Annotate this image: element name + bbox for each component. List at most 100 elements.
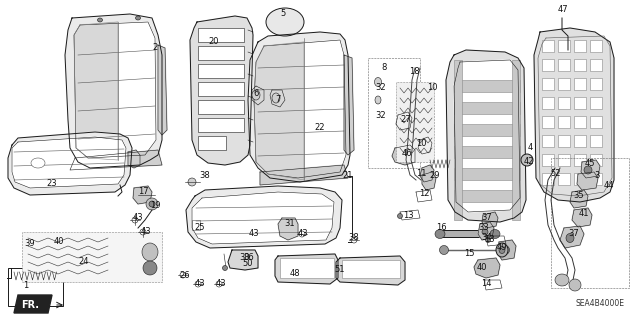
Polygon shape bbox=[65, 14, 162, 168]
Bar bbox=[574, 173, 586, 185]
Ellipse shape bbox=[252, 90, 260, 100]
Polygon shape bbox=[454, 60, 520, 212]
Text: 43: 43 bbox=[141, 227, 151, 236]
Polygon shape bbox=[186, 186, 342, 248]
Bar bbox=[558, 135, 570, 147]
Bar bbox=[454, 190, 520, 202]
Bar bbox=[558, 116, 570, 128]
Text: 22: 22 bbox=[315, 123, 325, 132]
Bar bbox=[542, 154, 554, 166]
Ellipse shape bbox=[490, 229, 500, 239]
Polygon shape bbox=[581, 160, 600, 178]
Ellipse shape bbox=[223, 265, 227, 271]
Polygon shape bbox=[70, 150, 162, 170]
Ellipse shape bbox=[180, 272, 186, 278]
Text: FR.: FR. bbox=[21, 300, 39, 310]
Ellipse shape bbox=[146, 198, 158, 210]
Text: 19: 19 bbox=[150, 201, 160, 210]
Ellipse shape bbox=[521, 154, 533, 166]
Bar bbox=[574, 154, 586, 166]
Polygon shape bbox=[474, 258, 500, 278]
Text: 8: 8 bbox=[381, 63, 387, 72]
Bar bbox=[551, 158, 629, 288]
Text: 47: 47 bbox=[557, 5, 568, 14]
Ellipse shape bbox=[216, 281, 222, 287]
Text: 50: 50 bbox=[243, 259, 253, 269]
Bar bbox=[198, 100, 244, 114]
Text: 1: 1 bbox=[24, 280, 29, 290]
Polygon shape bbox=[577, 172, 598, 190]
Bar bbox=[368, 58, 420, 168]
Text: 49: 49 bbox=[497, 243, 508, 253]
Ellipse shape bbox=[374, 78, 381, 86]
Text: 45: 45 bbox=[585, 159, 595, 167]
Polygon shape bbox=[420, 165, 434, 182]
Text: 44: 44 bbox=[604, 181, 614, 189]
Text: 38: 38 bbox=[349, 234, 360, 242]
Bar bbox=[8, 268, 63, 306]
Bar bbox=[574, 135, 586, 147]
Bar bbox=[558, 154, 570, 166]
Ellipse shape bbox=[584, 166, 592, 174]
Polygon shape bbox=[278, 218, 298, 240]
Ellipse shape bbox=[272, 93, 280, 103]
Text: 38: 38 bbox=[200, 172, 211, 181]
Bar bbox=[198, 64, 244, 78]
Polygon shape bbox=[422, 172, 436, 190]
Ellipse shape bbox=[31, 158, 45, 168]
Bar bbox=[590, 78, 602, 90]
Bar bbox=[396, 82, 434, 162]
Polygon shape bbox=[572, 208, 592, 227]
Text: 37: 37 bbox=[482, 213, 492, 222]
Text: 43: 43 bbox=[132, 213, 143, 222]
Bar bbox=[454, 102, 520, 114]
Bar bbox=[192, 220, 200, 230]
Polygon shape bbox=[128, 150, 140, 168]
Text: 40: 40 bbox=[477, 263, 487, 271]
Text: 10: 10 bbox=[427, 84, 437, 93]
Bar bbox=[542, 78, 554, 90]
Ellipse shape bbox=[136, 16, 141, 20]
Bar bbox=[558, 97, 570, 109]
Text: 40: 40 bbox=[54, 238, 64, 247]
Ellipse shape bbox=[142, 243, 158, 261]
Bar bbox=[558, 40, 570, 52]
Bar bbox=[287, 28, 292, 46]
Text: 32: 32 bbox=[376, 84, 387, 93]
Bar bbox=[558, 59, 570, 71]
Polygon shape bbox=[133, 186, 152, 204]
Text: 20: 20 bbox=[209, 38, 220, 47]
Text: 34: 34 bbox=[482, 234, 492, 242]
Bar bbox=[542, 173, 554, 185]
Text: 46: 46 bbox=[402, 149, 412, 158]
Text: 16: 16 bbox=[436, 224, 446, 233]
Text: 31: 31 bbox=[285, 219, 295, 227]
Text: 6: 6 bbox=[253, 90, 259, 99]
Bar bbox=[198, 136, 226, 150]
Ellipse shape bbox=[188, 178, 196, 186]
Text: 25: 25 bbox=[195, 224, 205, 233]
Polygon shape bbox=[74, 22, 118, 160]
Bar bbox=[280, 258, 334, 278]
Polygon shape bbox=[446, 50, 526, 222]
Polygon shape bbox=[190, 16, 253, 165]
Text: 36: 36 bbox=[244, 254, 254, 263]
Polygon shape bbox=[74, 22, 156, 158]
Text: 39: 39 bbox=[25, 240, 35, 249]
Bar bbox=[542, 97, 554, 109]
Bar bbox=[574, 97, 586, 109]
Bar bbox=[198, 46, 244, 60]
Ellipse shape bbox=[375, 96, 381, 104]
Bar bbox=[22, 232, 162, 282]
Bar bbox=[542, 59, 554, 71]
Ellipse shape bbox=[566, 234, 574, 242]
Text: 10: 10 bbox=[416, 138, 426, 147]
Bar bbox=[542, 135, 554, 147]
Polygon shape bbox=[254, 42, 304, 180]
Ellipse shape bbox=[132, 217, 138, 223]
Polygon shape bbox=[560, 226, 584, 248]
Bar bbox=[342, 260, 400, 278]
Ellipse shape bbox=[482, 229, 488, 235]
Bar bbox=[574, 116, 586, 128]
Bar bbox=[574, 59, 586, 71]
